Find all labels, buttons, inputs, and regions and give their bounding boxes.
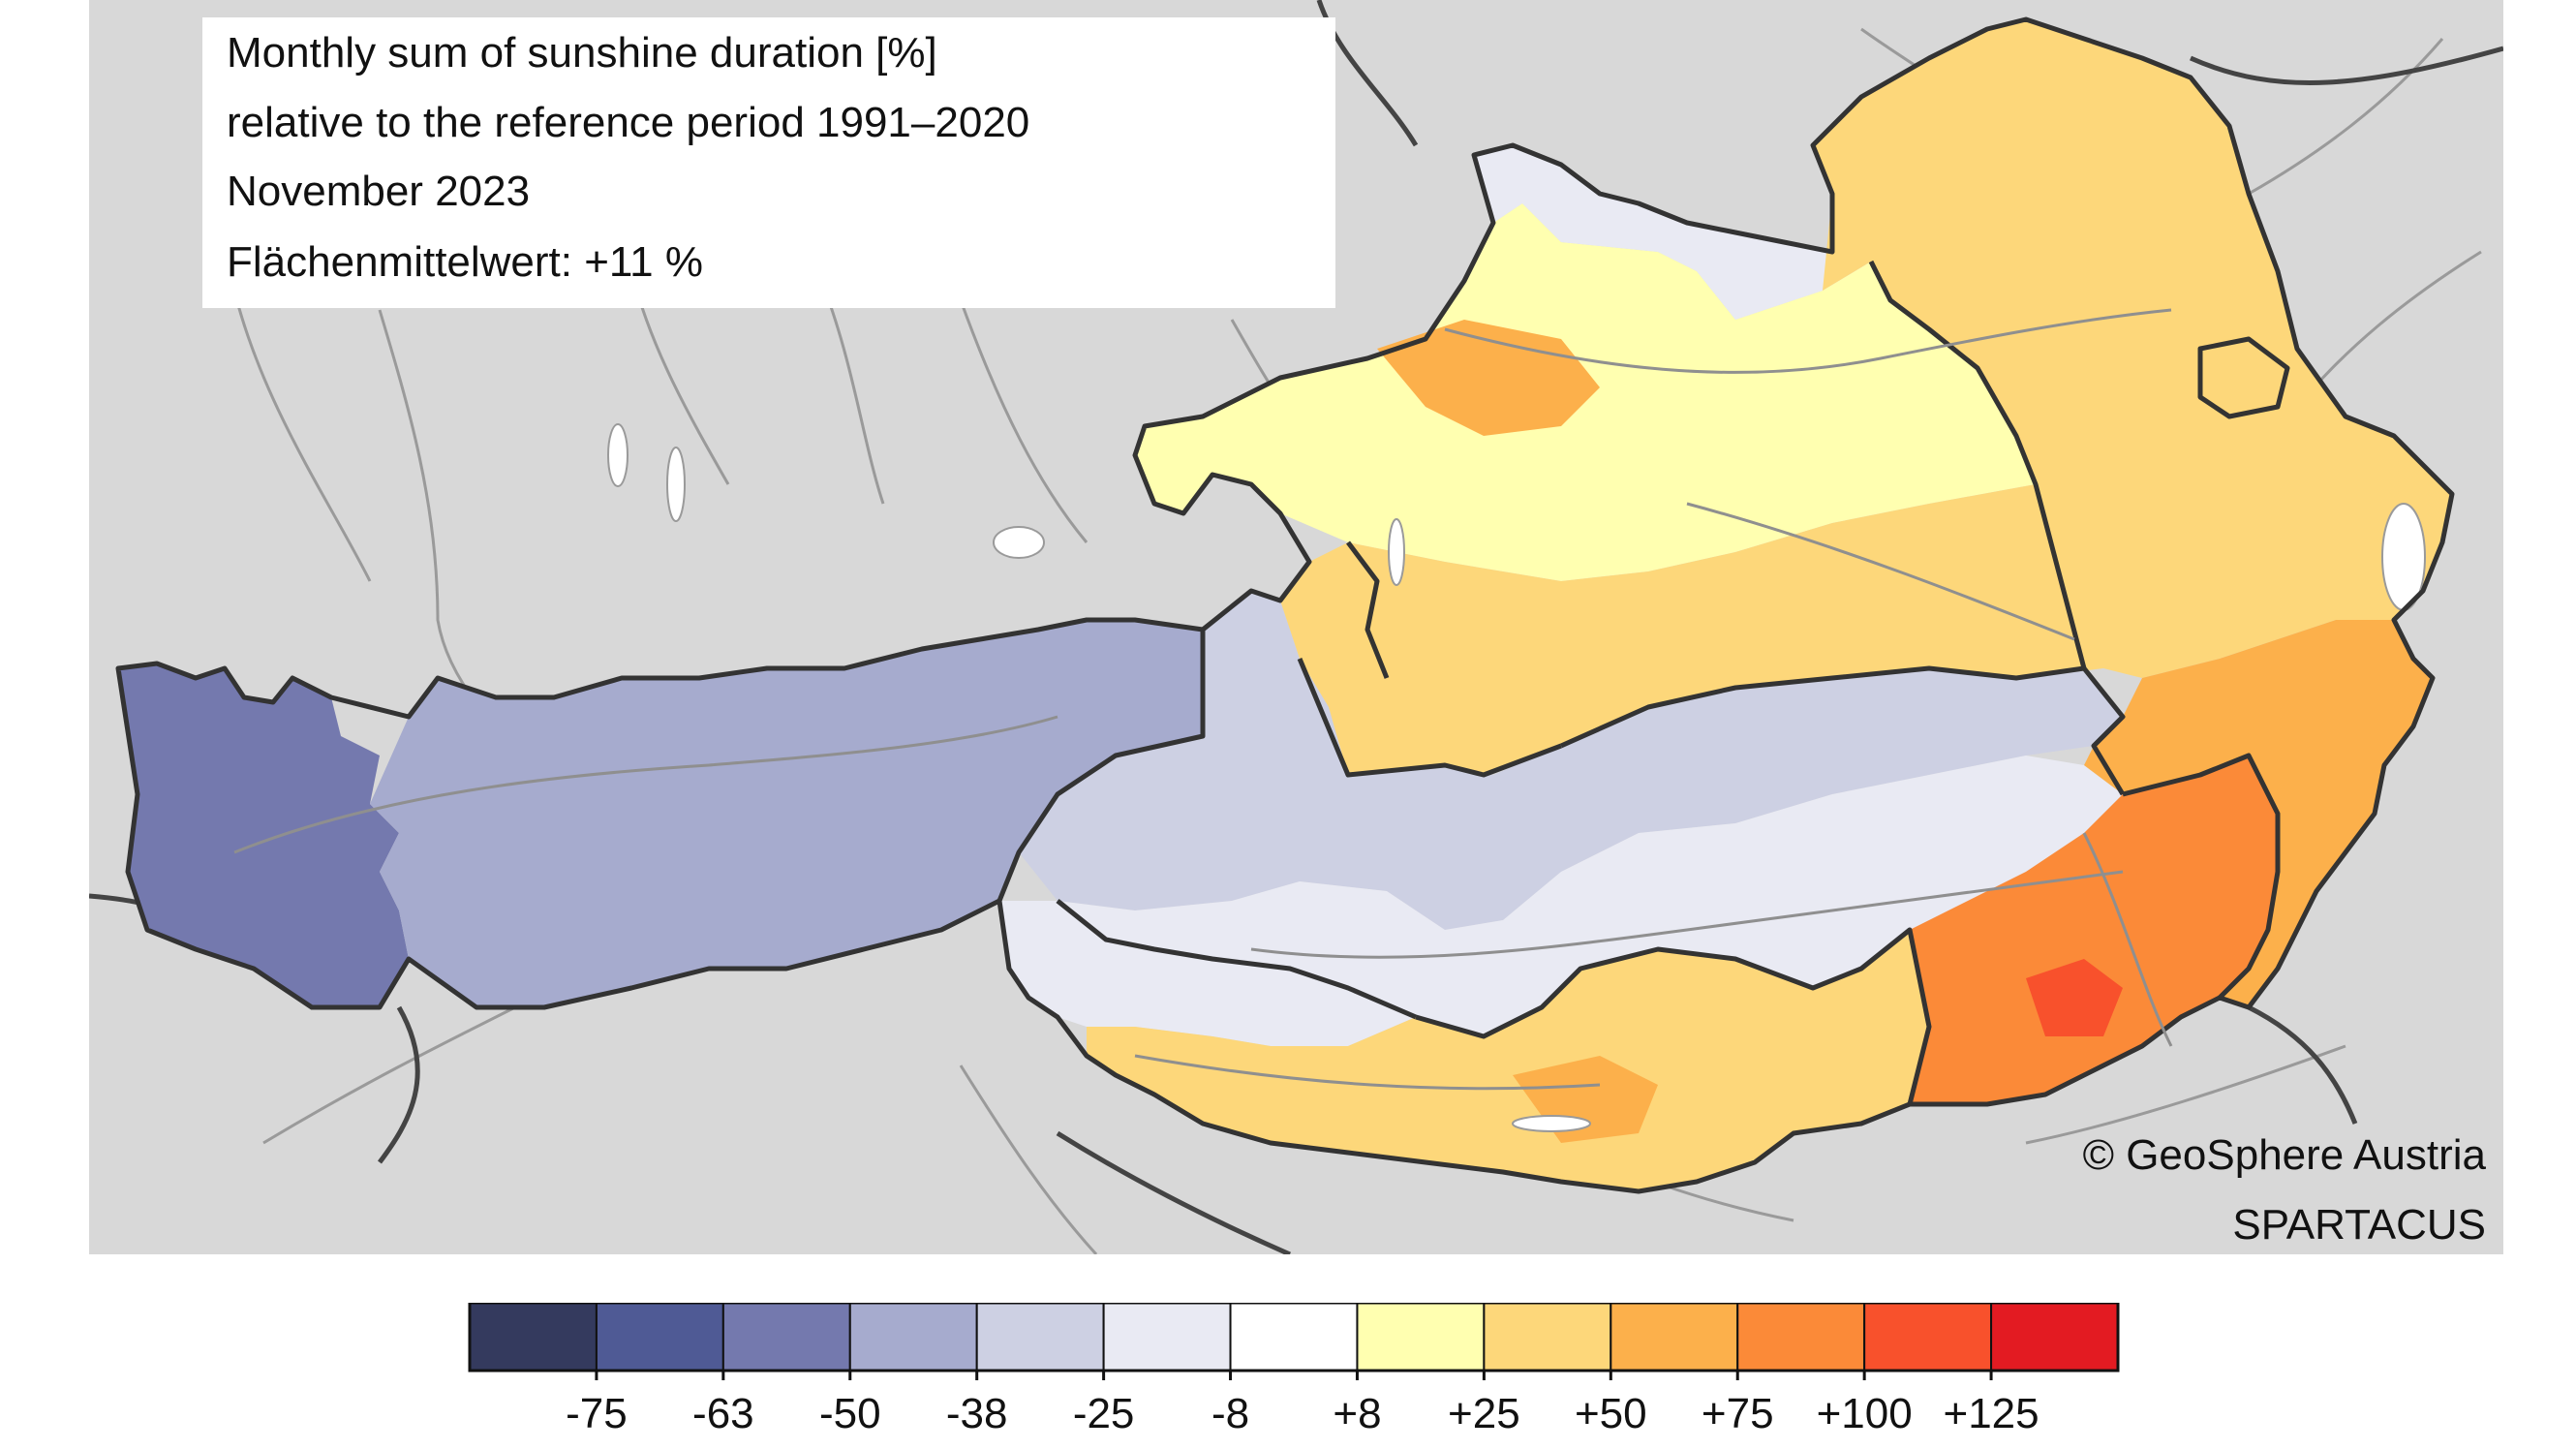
legend-tick-label: -50 <box>818 1390 881 1437</box>
legend-swatch <box>1990 1303 2119 1372</box>
region-burgenland-south <box>2084 620 2433 1007</box>
region-tirol-centre <box>370 620 1203 1007</box>
border-styria-burgenland <box>2122 753 2281 1000</box>
lake-woerthersee <box>1512 1115 1591 1132</box>
map-subtitle: relative to the reference period 1991–20… <box>227 99 1030 146</box>
legend-swatch <box>595 1303 724 1372</box>
map-panel: Monthly sum of sunshine duration [%] rel… <box>89 0 2503 1254</box>
border-tirol-salzburg <box>997 630 1206 902</box>
area-mean: Flächenmittelwert: +11 % <box>227 238 703 286</box>
region-muehlviertel-north <box>1474 145 1871 320</box>
region-tirol-west <box>118 663 409 1007</box>
legend-swatch <box>1736 1303 1866 1372</box>
legend-color-bar <box>468 1303 2120 1380</box>
legend-swatch <box>1863 1303 1993 1372</box>
legend-tick-label: +25 <box>1448 1390 1520 1437</box>
region-styria-south <box>1910 756 2278 1104</box>
legend-tick-label: +75 <box>1701 1390 1774 1437</box>
lakes <box>607 423 2426 1132</box>
map-title: Monthly sum of sunshine duration [%] <box>227 29 937 77</box>
legend-tick-label: +50 <box>1574 1390 1647 1437</box>
border-vienna <box>2197 336 2290 419</box>
inner-rivers <box>233 308 2173 1091</box>
lake-starnberg <box>666 447 686 522</box>
legend-tick-label: -25 <box>1072 1390 1135 1437</box>
region-upper-carinthia <box>999 901 1416 1046</box>
border-carinthia-tirol <box>1056 899 1417 1020</box>
austria-regions <box>118 19 2452 1191</box>
legend-tick-label: -8 <box>1211 1390 1250 1437</box>
lake-attersee <box>1388 518 1405 586</box>
legend-tick-label: -63 <box>692 1390 754 1437</box>
legend-swatch <box>1483 1303 1612 1372</box>
lake-chiemsee <box>993 526 1045 559</box>
legend-swatch <box>1102 1303 1232 1372</box>
dataset-credit: SPARTACUS <box>2232 1201 2486 1249</box>
legend-swatch <box>1229 1303 1359 1372</box>
legend-tick-label: +125 <box>1943 1390 2039 1437</box>
lake-ammersee <box>607 423 629 487</box>
state-borders <box>115 16 2455 1194</box>
patch-styria-red <box>2026 959 2123 1036</box>
legend-swatch <box>848 1303 978 1372</box>
legend-tick-label: +8 <box>1333 1390 1382 1437</box>
legend-tick-label: -75 <box>566 1390 628 1437</box>
border-salzburg-upper-austria <box>1297 658 1562 778</box>
legend-tick-label: +100 <box>1816 1390 1913 1437</box>
legend-swatch <box>469 1303 598 1372</box>
legend-tick-label: -38 <box>945 1390 1008 1437</box>
region-carinthia <box>1087 930 1929 1191</box>
map-period: November 2023 <box>227 168 531 215</box>
color-legend: -75 -63 -50 -38 -25 -8 +8 +25 +50 +75 +100 +125 <box>0 1254 2576 1450</box>
patch-foreland-orange <box>1377 320 1600 436</box>
border-upper-lower-austria <box>1868 260 2087 669</box>
legend-swatch <box>1356 1303 1486 1372</box>
legend-swatch <box>721 1303 851 1372</box>
national-border <box>115 16 2455 1194</box>
region-salzburg-alps <box>1019 591 2123 930</box>
legend-swatch <box>1610 1303 1739 1372</box>
border-carinthia-styria <box>1415 927 1932 1105</box>
border-styria-north <box>1559 665 2126 796</box>
region-upper-styria <box>1058 756 2123 1036</box>
legend-swatch <box>975 1303 1105 1372</box>
legend-frame <box>468 1303 2120 1373</box>
border-salzburg-city <box>1346 540 1390 679</box>
region-lower-austria-east <box>1280 19 2452 775</box>
copyright-credit: © GeoSphere Austria <box>2082 1131 2486 1179</box>
title-box: Monthly sum of sunshine duration [%] rel… <box>202 17 1335 308</box>
